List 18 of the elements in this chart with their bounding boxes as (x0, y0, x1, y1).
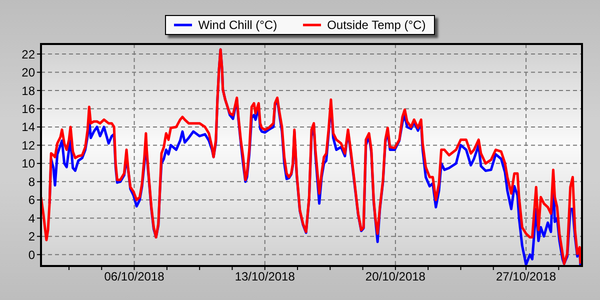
x-tick-label: 13/10/2018 (234, 270, 296, 284)
y-tick-label: 14 (22, 120, 36, 134)
x-tick-label: 27/10/2018 (496, 270, 556, 284)
y-tick-label: 16 (22, 102, 36, 116)
legend-label: Wind Chill (°C) (198, 18, 278, 32)
y-tick-label: 2 (28, 230, 36, 244)
y-tick-label: 0 (28, 248, 36, 262)
y-tick-label: 12 (22, 138, 36, 152)
y-tick-label: 6 (28, 193, 36, 208)
y-tick-label: 18 (22, 84, 36, 98)
x-tick-label: 20/10/2018 (365, 270, 426, 284)
x-tick-label: 06/10/2018 (104, 270, 165, 284)
legend-label: Outside Temp (°C) (327, 18, 426, 32)
y-tick-label: 22 (22, 47, 36, 62)
y-tick-label: 8 (28, 174, 36, 189)
y-tick-label: 4 (28, 211, 36, 226)
y-tick-label: 20 (22, 66, 36, 80)
y-tick-label: 10 (22, 156, 36, 171)
